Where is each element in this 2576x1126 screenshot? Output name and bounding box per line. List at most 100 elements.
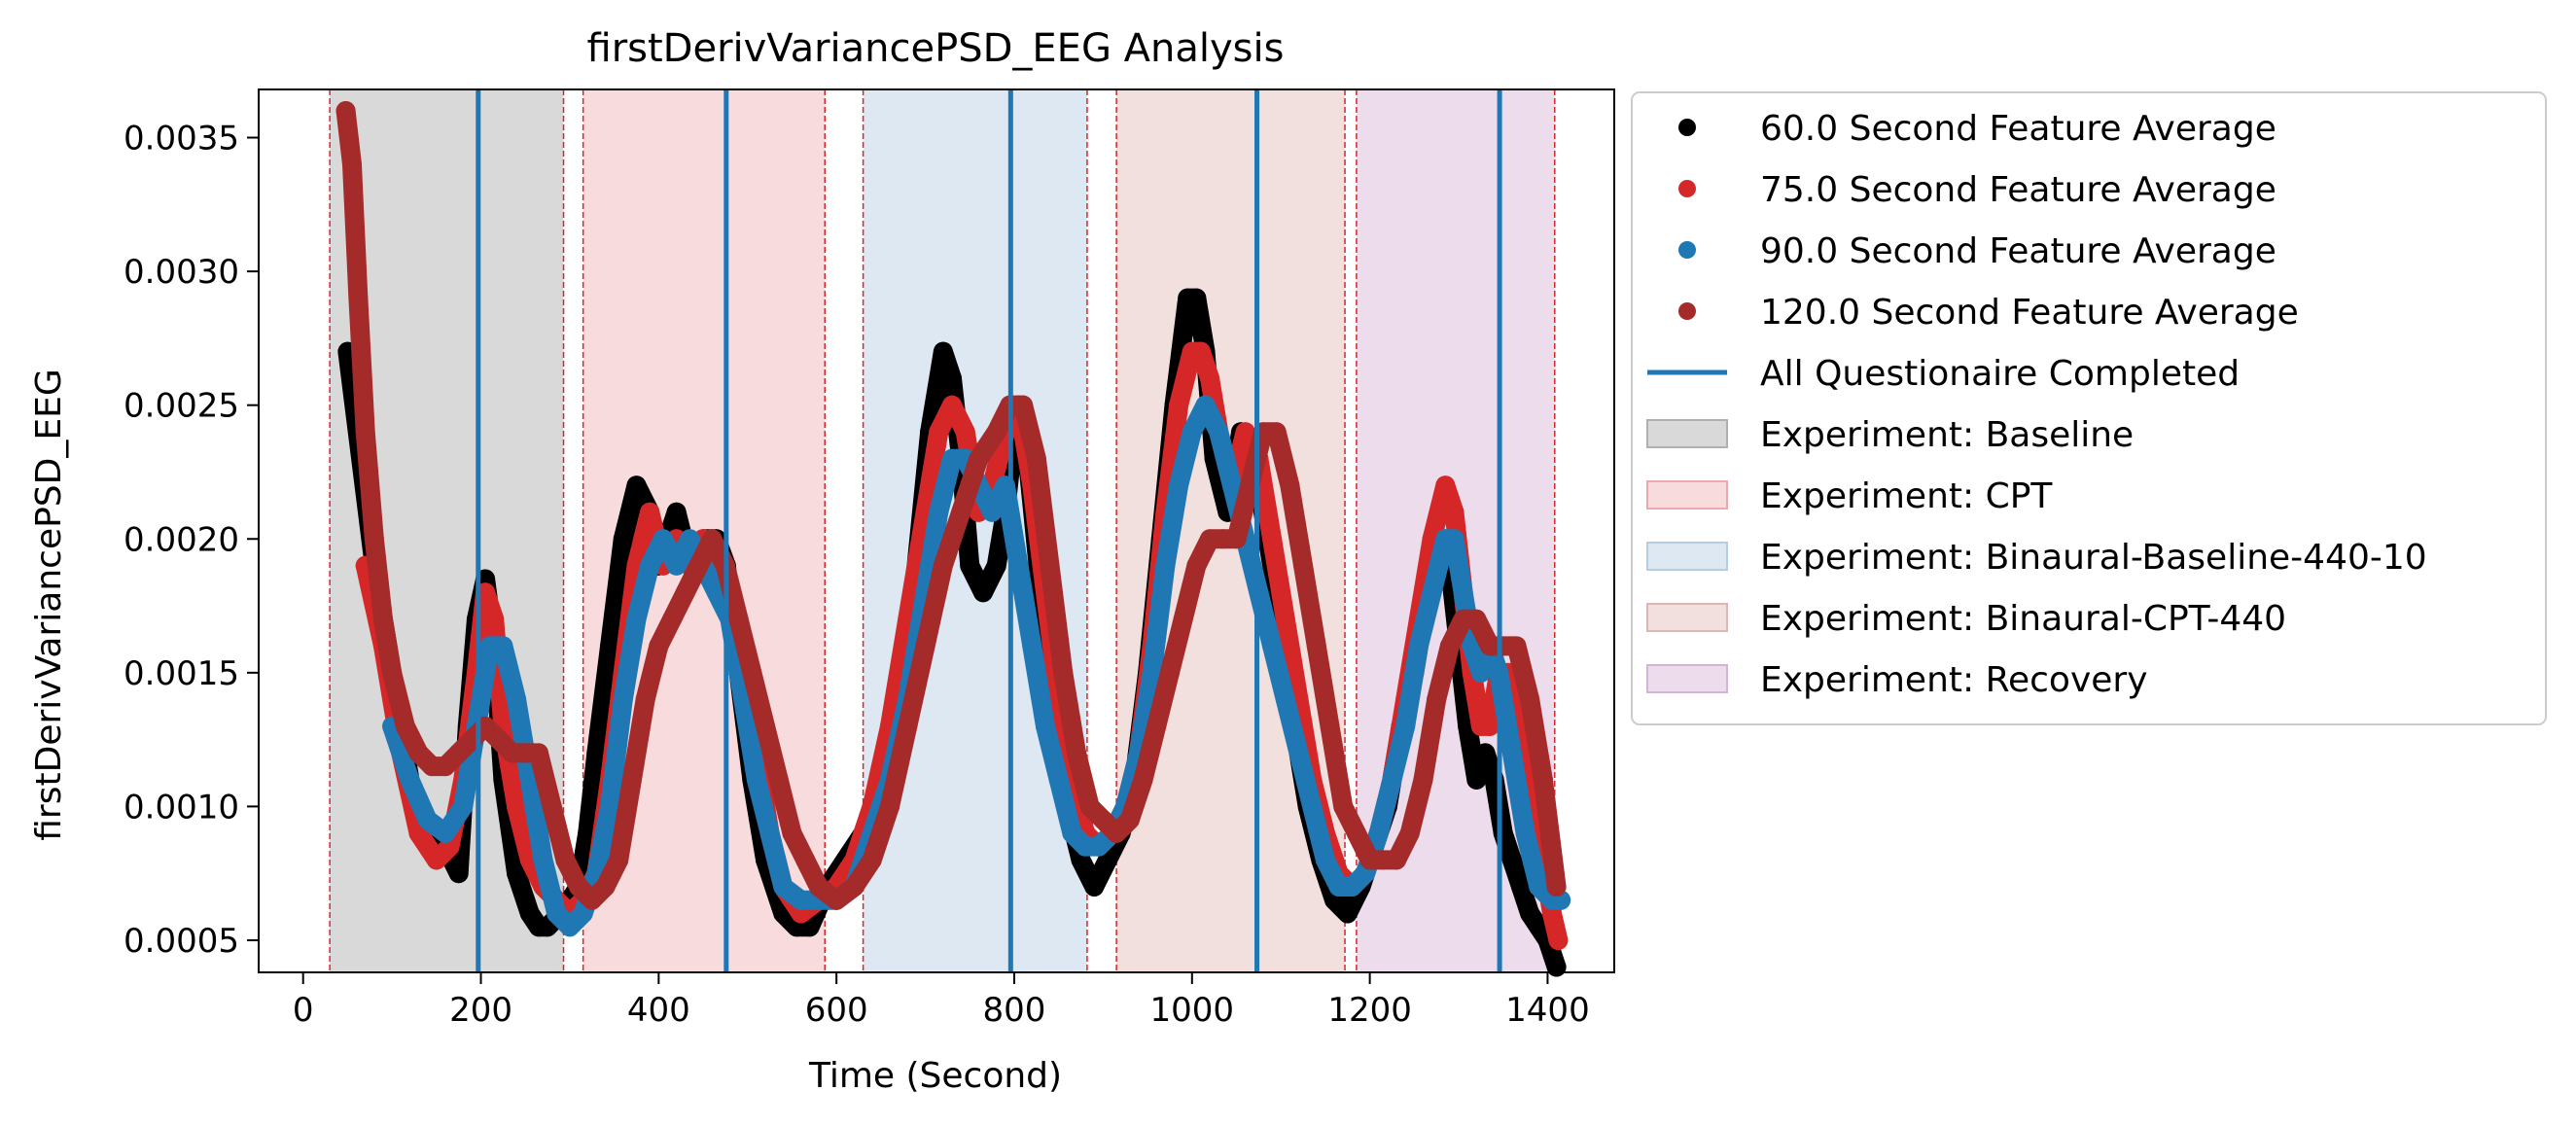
legend-label: Experiment: Binaural-Baseline-440-10 xyxy=(1760,538,2427,578)
data-point xyxy=(1235,422,1255,442)
data-point xyxy=(1439,636,1460,656)
data-point xyxy=(1062,823,1082,843)
data-point xyxy=(1035,716,1055,736)
data-point xyxy=(742,662,762,683)
y-axis-label: firstDerivVariancePSD_EEG xyxy=(29,369,69,841)
legend: 60.0 Second Feature Average 75.0 Second F… xyxy=(1631,91,2547,725)
data-point xyxy=(1501,743,1522,763)
data-point xyxy=(1453,582,1473,603)
data-point xyxy=(929,422,949,442)
data-point xyxy=(1155,555,1176,576)
data-point xyxy=(507,796,527,817)
legend-marker xyxy=(1678,241,1696,259)
data-point xyxy=(582,890,602,910)
data-point xyxy=(929,502,949,522)
data-point xyxy=(1302,796,1323,817)
y-tick-label: 0.0020 xyxy=(124,520,239,559)
data-point xyxy=(986,555,1006,576)
legend-label: 120.0 Second Feature Average xyxy=(1760,293,2299,333)
data-point xyxy=(662,609,683,629)
data-point xyxy=(586,743,607,763)
legend-box xyxy=(1631,91,2547,725)
data-point xyxy=(1195,395,1216,415)
data-point xyxy=(1427,689,1447,710)
data-series xyxy=(335,101,1571,977)
data-point xyxy=(1444,502,1464,522)
legend-label: 90.0 Second Feature Average xyxy=(1760,231,2276,271)
data-point xyxy=(621,769,642,790)
data-point xyxy=(335,101,356,122)
data-point xyxy=(1048,769,1069,790)
legend-label: Experiment: Binaural-CPT-440 xyxy=(1760,599,2286,639)
data-point xyxy=(782,823,802,843)
data-point xyxy=(1147,716,1167,736)
data-point xyxy=(613,529,633,549)
data-point xyxy=(768,769,789,790)
y-tick-label: 0.0035 xyxy=(124,120,239,158)
data-point xyxy=(1337,903,1358,924)
data-point xyxy=(1520,689,1540,710)
data-point xyxy=(1408,636,1429,656)
data-point xyxy=(1293,555,1314,576)
data-point xyxy=(1066,743,1086,763)
data-point xyxy=(1395,716,1416,736)
data-point xyxy=(640,555,660,576)
data-point xyxy=(448,743,469,763)
legend-label: All Questionaire Completed xyxy=(1760,354,2240,394)
data-point xyxy=(355,422,375,442)
data-point xyxy=(626,475,647,496)
data-point xyxy=(756,716,776,736)
data-point xyxy=(969,448,989,469)
data-point xyxy=(1013,395,1034,415)
legend-patch xyxy=(1646,664,1728,693)
data-point xyxy=(1475,743,1496,763)
data-point xyxy=(986,422,1006,442)
x-tick-label: 600 xyxy=(805,991,868,1030)
data-point xyxy=(795,850,816,870)
x-tick-label: 200 xyxy=(449,991,512,1030)
data-point xyxy=(880,796,900,817)
legend-patch xyxy=(1646,603,1728,632)
data-point xyxy=(528,743,548,763)
data-point xyxy=(1342,876,1362,897)
data-point xyxy=(555,850,576,870)
data-point xyxy=(1076,836,1096,857)
data-point xyxy=(1359,850,1380,870)
y-tick-label: 0.0030 xyxy=(124,253,239,292)
data-point xyxy=(649,636,669,656)
data-point xyxy=(941,395,962,415)
data-point xyxy=(484,609,505,629)
data-point xyxy=(1040,555,1060,576)
data-point xyxy=(1320,716,1340,736)
data-point xyxy=(960,555,980,576)
data-point xyxy=(898,716,918,736)
data-point xyxy=(1107,823,1127,843)
data-point xyxy=(1119,810,1140,830)
data-point xyxy=(1529,876,1549,897)
legend-label: Experiment: CPT xyxy=(1760,476,2053,516)
data-point xyxy=(1182,422,1202,442)
questionnaire-markers xyxy=(476,89,1502,972)
data-point xyxy=(1266,422,1287,442)
y-tick-label: 0.0005 xyxy=(124,922,239,961)
data-point xyxy=(382,662,403,683)
x-tick-label: 1000 xyxy=(1150,991,1235,1030)
data-point xyxy=(400,769,420,790)
data-point xyxy=(426,850,446,870)
data-point xyxy=(1533,769,1553,790)
data-point xyxy=(493,636,513,656)
data-point xyxy=(1346,823,1366,843)
data-point xyxy=(1226,529,1247,549)
x-axis-ticks: 0 200 400 600 800 1000 1200 1400 xyxy=(293,972,1590,1030)
data-point xyxy=(827,890,847,910)
data-point xyxy=(1493,823,1513,843)
data-point xyxy=(773,876,794,897)
data-point xyxy=(600,636,620,656)
data-point xyxy=(640,502,660,522)
legend-label: Experiment: Baseline xyxy=(1760,415,2134,455)
legend-patch xyxy=(1646,480,1728,510)
x-axis-label: Time (Second) xyxy=(808,1056,1062,1096)
data-point xyxy=(1275,689,1295,710)
data-point xyxy=(559,917,580,937)
data-point xyxy=(1221,475,1242,496)
